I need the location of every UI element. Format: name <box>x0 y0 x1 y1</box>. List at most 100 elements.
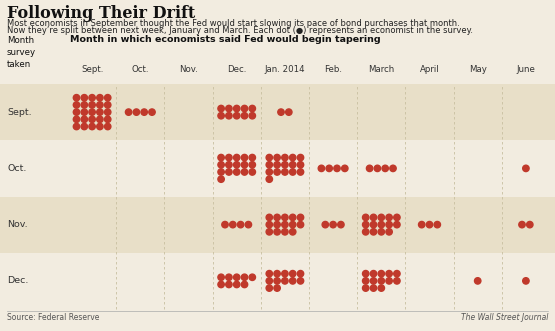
Circle shape <box>418 221 425 228</box>
Circle shape <box>274 214 280 221</box>
Circle shape <box>475 278 481 284</box>
Text: The Wall Street Journal: The Wall Street Journal <box>461 312 548 321</box>
Circle shape <box>222 221 228 228</box>
Circle shape <box>370 221 377 228</box>
Circle shape <box>318 165 325 171</box>
Circle shape <box>73 116 80 122</box>
Bar <box>0 140 555 197</box>
Circle shape <box>266 162 273 168</box>
Circle shape <box>297 221 304 228</box>
Circle shape <box>326 165 332 171</box>
Circle shape <box>297 154 304 161</box>
Text: Jan. 2014: Jan. 2014 <box>265 66 305 74</box>
Text: Month
survey
taken: Month survey taken <box>7 36 36 69</box>
Circle shape <box>337 221 344 228</box>
Circle shape <box>386 214 392 221</box>
Circle shape <box>218 113 224 119</box>
Circle shape <box>266 278 273 284</box>
Circle shape <box>382 165 388 171</box>
Circle shape <box>234 113 240 119</box>
Circle shape <box>249 113 255 119</box>
Circle shape <box>241 162 248 168</box>
Bar <box>0 84 555 140</box>
Circle shape <box>81 102 88 108</box>
Circle shape <box>393 221 400 228</box>
Circle shape <box>374 165 381 171</box>
Circle shape <box>238 221 244 228</box>
Text: Oct.: Oct. <box>132 66 149 74</box>
Text: Nov.: Nov. <box>7 220 28 229</box>
Text: Sept.: Sept. <box>81 66 103 74</box>
Circle shape <box>362 285 369 291</box>
Circle shape <box>149 109 155 115</box>
Text: Feb.: Feb. <box>324 66 342 74</box>
Circle shape <box>274 270 280 277</box>
Circle shape <box>386 221 392 228</box>
Circle shape <box>89 116 95 122</box>
Circle shape <box>282 278 288 284</box>
Circle shape <box>241 113 248 119</box>
Circle shape <box>274 278 280 284</box>
Circle shape <box>266 154 273 161</box>
Circle shape <box>362 214 369 221</box>
Circle shape <box>370 270 377 277</box>
Circle shape <box>286 109 292 115</box>
Text: Source: Federal Reserve: Source: Federal Reserve <box>7 312 99 321</box>
Circle shape <box>230 221 236 228</box>
Circle shape <box>97 95 103 101</box>
Circle shape <box>81 95 88 101</box>
Circle shape <box>218 169 224 175</box>
Circle shape <box>104 109 111 115</box>
Circle shape <box>234 162 240 168</box>
Circle shape <box>234 274 240 280</box>
Circle shape <box>89 109 95 115</box>
Circle shape <box>245 221 251 228</box>
Circle shape <box>73 109 80 115</box>
Circle shape <box>334 165 340 171</box>
Circle shape <box>241 105 248 112</box>
Text: April: April <box>420 66 440 74</box>
Circle shape <box>81 123 88 130</box>
Circle shape <box>241 169 248 175</box>
Circle shape <box>218 154 224 161</box>
Circle shape <box>278 109 284 115</box>
Circle shape <box>434 221 441 228</box>
Text: Oct.: Oct. <box>7 164 27 173</box>
Text: Now they’re split between next week, January and March. Each dot (●) represents : Now they’re split between next week, Jan… <box>7 26 473 35</box>
Circle shape <box>274 229 280 235</box>
Circle shape <box>274 162 280 168</box>
Circle shape <box>218 105 224 112</box>
Circle shape <box>378 285 385 291</box>
Circle shape <box>226 274 232 280</box>
Circle shape <box>370 229 377 235</box>
Circle shape <box>218 281 224 288</box>
Text: Dec.: Dec. <box>7 276 28 285</box>
Bar <box>0 253 555 309</box>
Circle shape <box>274 154 280 161</box>
Circle shape <box>297 169 304 175</box>
Circle shape <box>378 221 385 228</box>
Circle shape <box>266 229 273 235</box>
Circle shape <box>378 270 385 277</box>
Circle shape <box>73 95 80 101</box>
Circle shape <box>104 102 111 108</box>
Circle shape <box>218 274 224 280</box>
Circle shape <box>89 102 95 108</box>
Circle shape <box>249 274 255 280</box>
Text: Nov.: Nov. <box>179 66 198 74</box>
Circle shape <box>393 270 400 277</box>
Circle shape <box>378 278 385 284</box>
Circle shape <box>241 281 248 288</box>
Circle shape <box>393 214 400 221</box>
Text: June: June <box>517 66 536 74</box>
Circle shape <box>330 221 336 228</box>
Circle shape <box>362 270 369 277</box>
Circle shape <box>226 162 232 168</box>
Circle shape <box>523 165 529 171</box>
Text: May: May <box>469 66 487 74</box>
Circle shape <box>297 214 304 221</box>
Circle shape <box>226 169 232 175</box>
Circle shape <box>89 123 95 130</box>
Circle shape <box>274 285 280 291</box>
Circle shape <box>378 229 385 235</box>
